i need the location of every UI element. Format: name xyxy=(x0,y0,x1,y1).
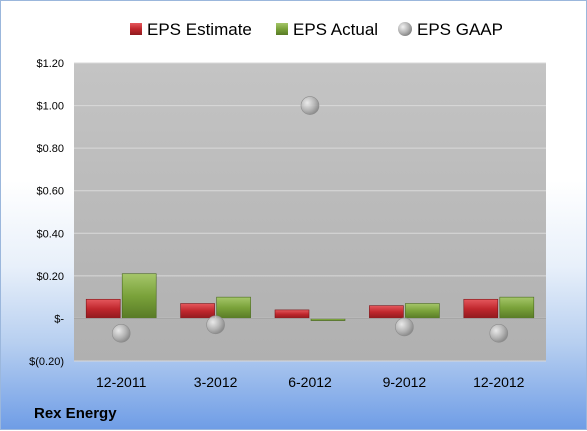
estimate-bar xyxy=(180,303,215,319)
y-tick-label: $0.20 xyxy=(36,271,64,283)
y-tick-label: $0.40 xyxy=(36,228,64,240)
x-category-label: 9-2012 xyxy=(383,374,427,390)
legend-swatch-estimate xyxy=(130,23,142,35)
estimate-bar xyxy=(369,305,404,319)
legend-label-estimate: EPS Estimate xyxy=(147,20,252,39)
x-axis-categories: 12-2011 3-2012 6-2012 9-2012 12-2012 xyxy=(96,374,525,390)
y-tick-label: $(0.20) xyxy=(29,356,64,368)
company-name: Rex Energy xyxy=(34,405,117,422)
gaap-markers xyxy=(111,96,509,343)
actual-bar xyxy=(405,303,440,319)
y-tick-label: $- xyxy=(54,313,64,325)
legend-label-gaap: EPS GAAP xyxy=(417,20,503,39)
actual-bar xyxy=(499,296,535,319)
y-tick-label: $1.00 xyxy=(36,101,64,113)
x-category-label: 3-2012 xyxy=(194,374,238,390)
x-category-label: 6-2012 xyxy=(288,374,332,390)
legend-swatch-actual xyxy=(276,23,288,35)
y-tick-label: $0.80 xyxy=(36,143,64,155)
gaap-marker xyxy=(206,315,225,335)
actual-bar xyxy=(216,296,251,319)
gaap-marker xyxy=(395,317,414,337)
estimate-bar xyxy=(85,298,121,319)
legend-swatch-gaap xyxy=(398,22,412,36)
y-tick-label: $1.20 xyxy=(36,58,64,70)
x-category-label: 12-2011 xyxy=(96,374,147,390)
legend-label-actual: EPS Actual xyxy=(293,20,378,39)
estimate-bar xyxy=(274,309,310,319)
x-category-label: 12-2012 xyxy=(473,374,525,390)
gaap-marker xyxy=(489,324,509,343)
estimate-bar xyxy=(463,298,499,319)
gaap-marker xyxy=(111,324,131,343)
y-axis-ticks: $1.20 $1.00 $0.80 $0.60 $0.40 $0.20 $- $(0.20) xyxy=(29,58,64,368)
legend: EPS Estimate EPS Actual EPS GAAP xyxy=(130,20,503,39)
y-tick-label: $0.60 xyxy=(36,186,64,198)
actual-bar xyxy=(121,273,157,319)
gaap-marker xyxy=(300,96,320,115)
bars xyxy=(74,273,546,321)
